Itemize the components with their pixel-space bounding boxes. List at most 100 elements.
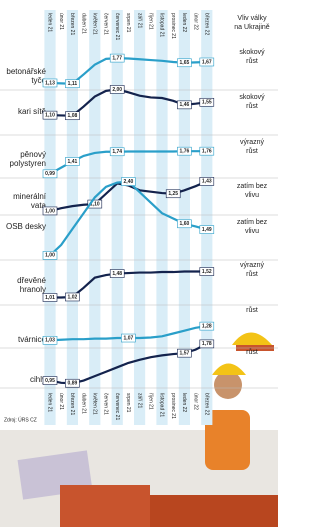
value-label: 1,28 bbox=[202, 323, 212, 329]
month-label: srpen 21 bbox=[125, 13, 131, 33]
month-label: srpen 21 bbox=[125, 393, 131, 413]
influence-label: růst bbox=[246, 57, 258, 65]
value-label: 1,76 bbox=[202, 149, 212, 155]
month-label: květen 21 bbox=[91, 13, 97, 35]
value-label: 1,76 bbox=[180, 149, 190, 155]
influence-label: výrazný bbox=[240, 139, 265, 146]
column-stripe bbox=[44, 10, 55, 425]
column-stripe bbox=[134, 10, 145, 425]
material-label: tvárnice bbox=[18, 335, 47, 344]
value-label: 1,07 bbox=[124, 335, 134, 341]
influence-label: růst bbox=[246, 348, 258, 356]
material-label: betonářské bbox=[6, 67, 46, 76]
value-label: 1,78 bbox=[202, 341, 212, 347]
month-label: prosinec 21 bbox=[170, 393, 176, 419]
value-label: 2,00 bbox=[112, 87, 122, 93]
value-label: 0,95 bbox=[45, 378, 55, 384]
value-label: 1,08 bbox=[68, 113, 78, 119]
month-label: červen 21 bbox=[103, 13, 109, 35]
column-stripe bbox=[67, 10, 78, 425]
month-label: září 21 bbox=[136, 393, 142, 409]
value-label: 1,43 bbox=[202, 179, 212, 185]
month-label: listopad 21 bbox=[159, 13, 165, 37]
value-label: 0,99 bbox=[45, 171, 55, 177]
month-label: březen 21 bbox=[69, 13, 75, 35]
header: na Ukrajině bbox=[234, 24, 270, 31]
month-label: leden 22 bbox=[181, 13, 187, 32]
value-label: 1,57 bbox=[180, 350, 190, 356]
month-label: leden 21 bbox=[47, 393, 53, 412]
value-label: 0,89 bbox=[68, 381, 78, 387]
column-stripe bbox=[112, 10, 123, 425]
month-label: září 21 bbox=[136, 13, 142, 29]
value-label: 1,55 bbox=[202, 100, 212, 106]
value-label: 1,03 bbox=[45, 338, 55, 344]
month-label: leden 21 bbox=[47, 13, 53, 32]
source: Zdroj: ÚRS CZ bbox=[4, 416, 37, 423]
value-label: 1,02 bbox=[68, 294, 78, 300]
value-label: 1,48 bbox=[112, 271, 122, 277]
influence-label: skokový bbox=[239, 49, 265, 56]
value-label: 1,46 bbox=[180, 102, 190, 108]
header: Vliv války bbox=[237, 15, 267, 22]
month-label: duben 21 bbox=[80, 393, 86, 414]
influence-label: vlivu bbox=[245, 192, 259, 199]
influence-label: zatím bez bbox=[237, 219, 268, 226]
influence-label: vlivu bbox=[245, 228, 259, 235]
value-label: 1,67 bbox=[202, 59, 212, 65]
worker-head bbox=[214, 371, 242, 399]
month-label: červenec 21 bbox=[114, 393, 120, 420]
column-stripe bbox=[89, 10, 100, 425]
month-label: únor 21 bbox=[58, 13, 64, 30]
influence-label: růst bbox=[246, 270, 258, 278]
material-label: pěnový bbox=[20, 150, 46, 159]
value-label: 1,77 bbox=[112, 55, 122, 61]
influence-label: výrazný bbox=[240, 262, 265, 269]
material-label: minerální bbox=[13, 192, 47, 201]
value-label: 1,74 bbox=[112, 149, 122, 155]
month-label: leden 22 bbox=[181, 393, 187, 412]
month-label: březen 22 bbox=[203, 13, 209, 35]
column-stripe bbox=[156, 10, 167, 425]
month-label: říjen 21 bbox=[147, 393, 153, 410]
month-label: červenec 21 bbox=[114, 13, 120, 40]
value-label: 1,52 bbox=[202, 269, 212, 275]
month-label: prosinec 21 bbox=[170, 13, 176, 39]
value-label: 1,11 bbox=[68, 81, 78, 87]
value-label: 1,25 bbox=[168, 191, 178, 197]
material-label: hranoly bbox=[20, 285, 46, 294]
material-label: kari sítě bbox=[18, 107, 47, 116]
month-label: červen 21 bbox=[103, 393, 109, 415]
column-stripe bbox=[201, 10, 212, 425]
month-label: listopad 21 bbox=[159, 393, 165, 417]
month-label: únor 21 bbox=[58, 393, 64, 410]
month-label: únor 22 bbox=[192, 13, 198, 30]
influence-label: skokový bbox=[239, 94, 265, 101]
value-label: 2,40 bbox=[124, 179, 134, 185]
month-label: únor 22 bbox=[192, 393, 198, 410]
value-label: 1,41 bbox=[68, 159, 78, 165]
value-label: 1,10 bbox=[45, 112, 55, 118]
month-label: květen 21 bbox=[91, 393, 97, 415]
influence-label: růst bbox=[246, 306, 258, 314]
month-label: říjen 21 bbox=[147, 13, 153, 30]
value-label: 1,00 bbox=[45, 253, 55, 259]
material-label: dřevěné bbox=[17, 276, 46, 285]
value-label: 1,60 bbox=[180, 221, 190, 227]
infographic: leden 21 leden 21 únor 21 únor 21 březen 21 b… bbox=[0, 0, 278, 527]
bricks bbox=[60, 485, 150, 527]
value-label: 1,00 bbox=[45, 208, 55, 214]
material-label: polystyren bbox=[10, 159, 46, 168]
bricks bbox=[150, 495, 278, 527]
material-label: OSB desky bbox=[6, 222, 46, 231]
value-label: 1,65 bbox=[180, 60, 190, 66]
influence-label: růst bbox=[246, 102, 258, 110]
value-label: 1,01 bbox=[45, 295, 55, 301]
value-label: 1,13 bbox=[45, 80, 55, 86]
month-label: březen 21 bbox=[69, 393, 75, 415]
column-stripe bbox=[179, 10, 190, 425]
influence-label: růst bbox=[246, 147, 258, 155]
month-label: březen 22 bbox=[203, 393, 209, 415]
influence-label: zatím bez bbox=[237, 183, 268, 190]
month-label: duben 21 bbox=[80, 13, 86, 34]
